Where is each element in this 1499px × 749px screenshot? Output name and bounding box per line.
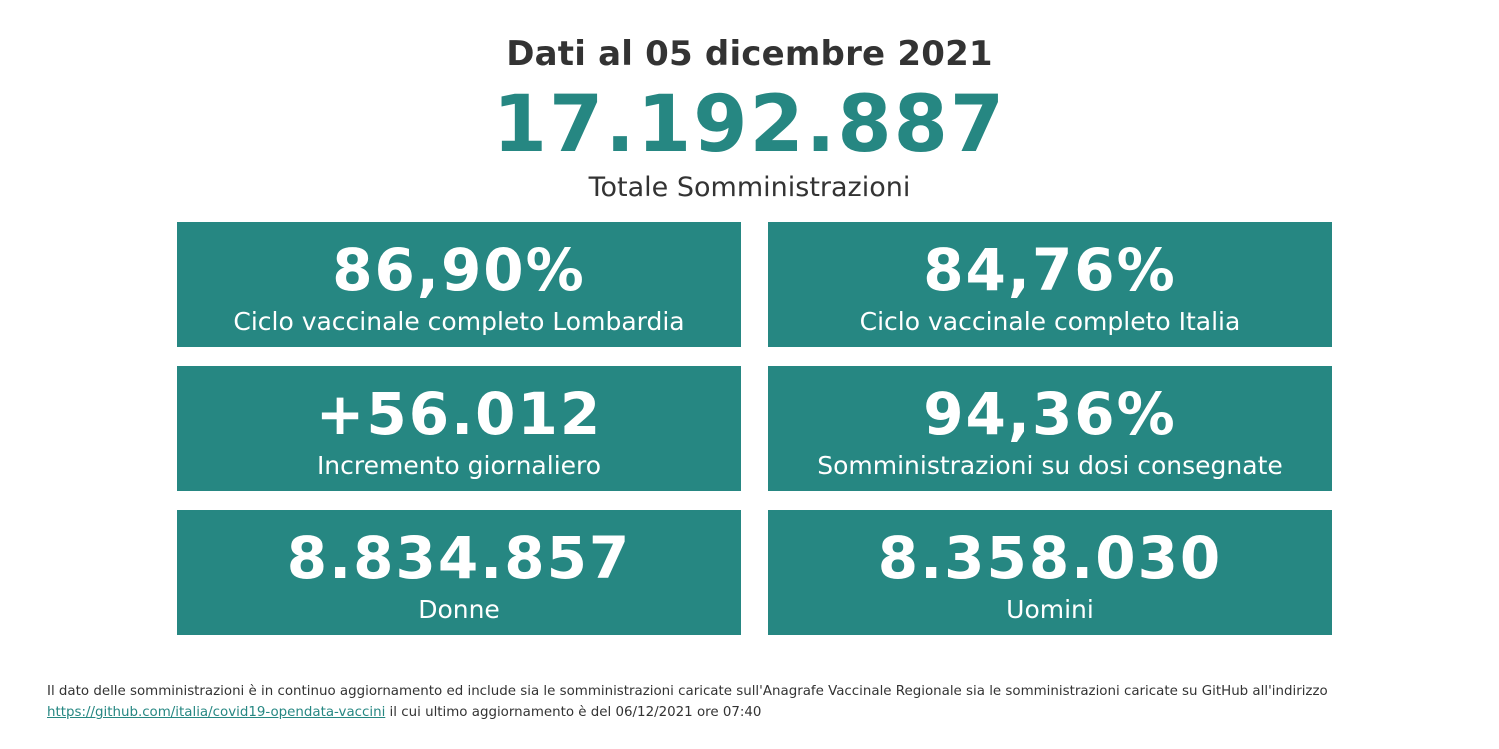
tile-value: +56.012 <box>315 380 603 448</box>
tile-label: Uomini <box>1006 595 1094 624</box>
data-date-heading: Dati al 05 dicembre 2021 <box>506 34 993 74</box>
footnote: Il dato delle somministrazioni è in cont… <box>47 681 1477 723</box>
footnote-text-after: il cui ultimo aggiornamento è del 06/12/… <box>385 705 762 720</box>
tile-value: 8.834.857 <box>286 524 632 592</box>
tile-value: 8.358.030 <box>877 524 1223 592</box>
tile-full-cycle-lombardia: 86,90% Ciclo vaccinale completo Lombardi… <box>177 222 741 347</box>
tile-daily-increase: +56.012 Incremento giornaliero <box>177 366 741 491</box>
tile-women: 8.834.857 Donne <box>177 510 741 635</box>
tile-value: 86,90% <box>332 236 586 304</box>
total-administrations-value: 17.192.887 <box>492 80 1007 170</box>
tile-label: Donne <box>418 595 500 624</box>
footnote-text-before: Il dato delle somministrazioni è in cont… <box>47 684 1328 699</box>
tile-full-cycle-italia: 84,76% Ciclo vaccinale completo Italia <box>768 222 1332 347</box>
tile-label: Ciclo vaccinale completo Lombardia <box>233 307 685 336</box>
tile-administered-vs-delivered: 94,36% Somministrazioni su dosi consegna… <box>768 366 1332 491</box>
tile-value: 84,76% <box>923 236 1177 304</box>
total-administrations-label: Totale Somministrazioni <box>588 172 911 203</box>
tile-label: Ciclo vaccinale completo Italia <box>859 307 1241 336</box>
github-link[interactable]: https://github.com/italia/covid19-openda… <box>47 705 386 720</box>
tile-label: Incremento giornaliero <box>316 451 602 480</box>
tile-value: 94,36% <box>923 380 1177 448</box>
tile-men: 8.358.030 Uomini <box>768 510 1332 635</box>
tile-label: Somministrazioni su dosi consegnate <box>817 451 1283 480</box>
